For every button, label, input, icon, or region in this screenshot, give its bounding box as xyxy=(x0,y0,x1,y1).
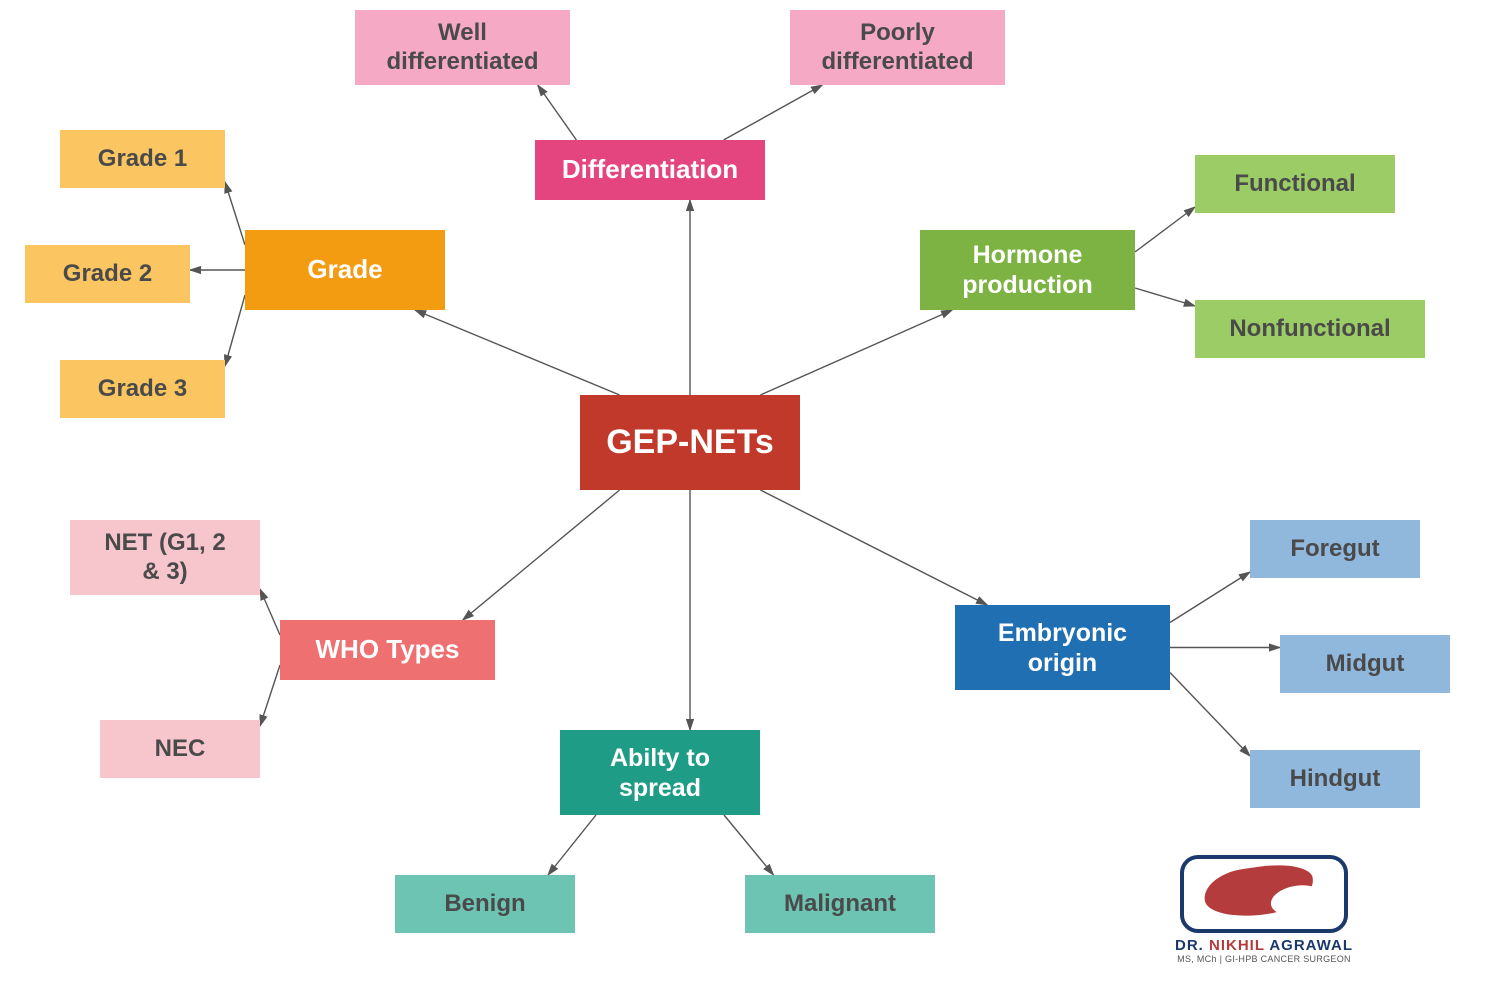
edge-grade-grade3 xyxy=(225,295,245,366)
node-embryo: Embryonic origin xyxy=(955,605,1170,690)
node-foregut: Foregut xyxy=(1250,520,1420,578)
node-benign: Benign xyxy=(395,875,575,933)
node-diff_poor: Poorly differentiated xyxy=(790,10,1005,85)
logo-name: DR. NIKHIL AGRAWAL xyxy=(1175,937,1353,954)
edge-who-nec xyxy=(260,665,280,726)
edge-center-who xyxy=(463,490,620,620)
edge-who-net xyxy=(260,589,280,635)
node-who: WHO Types xyxy=(280,620,495,680)
node-grade3: Grade 3 xyxy=(60,360,225,418)
node-spread: Abilty to spread xyxy=(560,730,760,815)
logo-subtitle: MS, MCh | GI-HPB CANCER SURGEON xyxy=(1175,954,1353,964)
edge-center-hormone xyxy=(760,310,952,395)
edge-embryo-hindgut xyxy=(1170,673,1250,757)
edge-embryo-foregut xyxy=(1170,572,1250,623)
node-net: NET (G1, 2 & 3) xyxy=(70,520,260,595)
edge-center-embryo xyxy=(760,490,987,605)
edge-spread-malignant xyxy=(724,815,774,875)
node-center: GEP-NETs xyxy=(580,395,800,490)
node-grade2: Grade 2 xyxy=(25,245,190,303)
logo-frame xyxy=(1180,855,1348,933)
edge-center-grade xyxy=(415,310,620,395)
node-hindgut: Hindgut xyxy=(1250,750,1420,808)
node-midgut: Midgut xyxy=(1280,635,1450,693)
edge-grade-grade1 xyxy=(225,182,245,245)
node-diff_well: Well differentiated xyxy=(355,10,570,85)
node-grade1: Grade 1 xyxy=(60,130,225,188)
edge-hormone-func xyxy=(1135,207,1195,252)
edge-differentiation-diff_well xyxy=(538,85,577,140)
edge-hormone-nonfunc xyxy=(1135,288,1195,306)
node-differentiation: Differentiation xyxy=(535,140,765,200)
liver-icon xyxy=(1201,860,1317,923)
node-func: Functional xyxy=(1195,155,1395,213)
attribution-logo: DR. NIKHIL AGRAWAL MS, MCh | GI-HPB CANC… xyxy=(1175,855,1353,964)
edge-spread-benign xyxy=(548,815,596,875)
node-nonfunc: Nonfunctional xyxy=(1195,300,1425,358)
node-malignant: Malignant xyxy=(745,875,935,933)
node-nec: NEC xyxy=(100,720,260,778)
node-hormone: Hormone production xyxy=(920,230,1135,310)
node-grade: Grade xyxy=(245,230,445,310)
edge-differentiation-diff_poor xyxy=(724,85,823,140)
